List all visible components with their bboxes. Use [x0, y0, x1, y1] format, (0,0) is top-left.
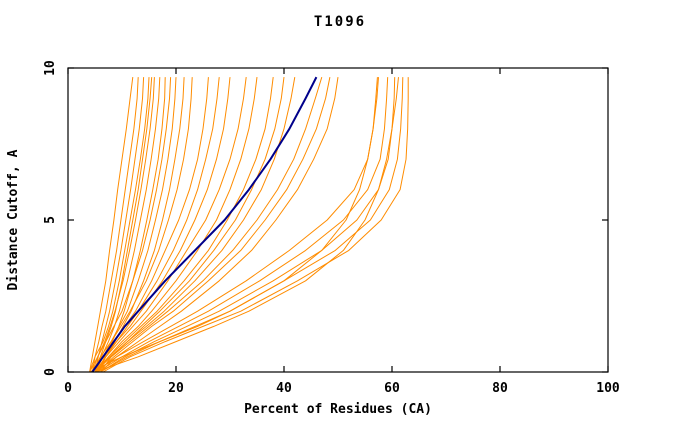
model-curve [91, 77, 155, 373]
model-curve [89, 77, 134, 373]
x-tick-label: 20 [168, 381, 184, 396]
y-tick-label: 10 [43, 60, 58, 76]
x-tick-label: 0 [64, 381, 72, 396]
y-tick-label: 5 [43, 216, 58, 224]
model-curve [91, 77, 193, 373]
model-curve [89, 77, 150, 373]
x-tick-label: 100 [596, 381, 620, 396]
model-curve [94, 76, 323, 373]
model-curve [97, 77, 258, 373]
model-curve [94, 77, 177, 373]
x-tick-label: 80 [492, 381, 508, 396]
model-curve [94, 77, 145, 373]
model-curve [97, 77, 166, 373]
model-curve [94, 77, 399, 373]
y-tick-label: 0 [43, 368, 58, 376]
chart-title: T1096 [313, 14, 367, 30]
x-axis-label: Percent of Residues (CA) [244, 402, 432, 417]
model-curve [91, 77, 139, 373]
model-curve [89, 77, 379, 373]
model-curve [94, 77, 247, 373]
model-curve [89, 77, 172, 373]
model-curve [100, 77, 339, 373]
model-curve [94, 77, 161, 373]
model-curve [94, 77, 274, 373]
model-curve [91, 77, 231, 373]
model-curve [102, 77, 409, 373]
model-curve [97, 77, 331, 373]
model-curve [97, 77, 389, 373]
highlighted-model-curve [91, 76, 318, 373]
x-tick-label: 40 [276, 381, 292, 396]
model-curve [94, 77, 296, 373]
x-tick-label: 60 [384, 381, 400, 396]
